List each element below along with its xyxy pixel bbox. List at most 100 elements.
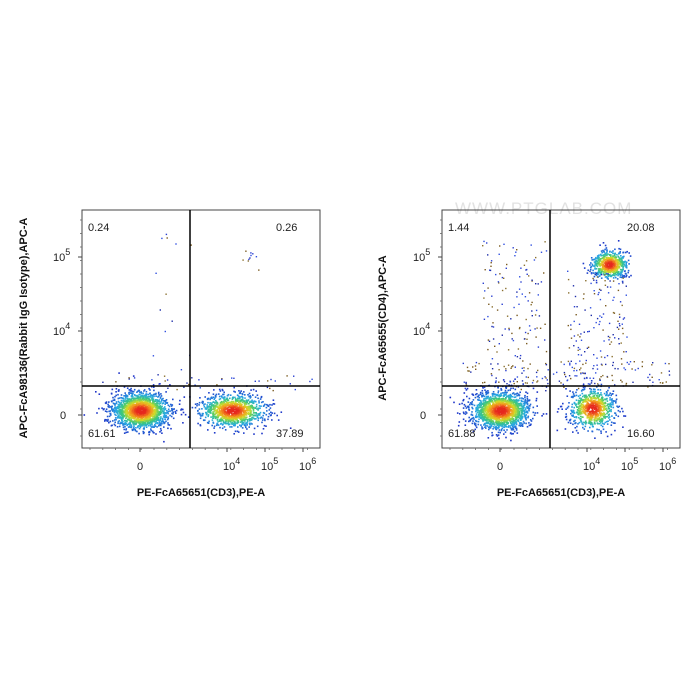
- event-dot-sparse: [128, 378, 130, 380]
- event-dot-cd3-positive: [238, 411, 241, 413]
- event-dot-cd3-negative: [494, 407, 496, 410]
- event-dot-cd3-negative: [149, 421, 152, 423]
- event-dot-cd3-positive: [221, 408, 223, 411]
- event-dot-cd3-negative: [495, 414, 498, 417]
- event-dot-cd3-positive: [202, 402, 204, 405]
- event-dot-cd3-negative: [125, 394, 128, 397]
- event-dot-cd3-cd4-: [590, 396, 593, 399]
- event-dot-cd3-negative: [154, 423, 156, 426]
- event-dot-cd3-negative: [102, 408, 105, 411]
- event-dot-cd3-negative: [117, 390, 120, 392]
- event-dot-cd3-negative: [125, 396, 127, 399]
- event-dot-cd3-cd4-: [602, 406, 604, 408]
- event-dot-cd3-positive: [268, 409, 271, 411]
- event-dot-cd3-negative: [154, 410, 157, 412]
- event-dot-cd3-negative: [504, 411, 507, 414]
- event-dot-cd3-negative: [144, 409, 146, 411]
- event-dot-cd3-negative: [153, 386, 155, 388]
- event-dot-cd3-negative: [497, 387, 499, 389]
- event-dot-cd3-negative: [496, 406, 498, 408]
- event-dot-cd3-negative: [136, 430, 138, 433]
- event-dot-cd3-positive: [224, 399, 226, 401]
- event-dot-cd3-cd4-: [605, 407, 607, 410]
- event-dot-cd3-positive: [241, 401, 244, 404]
- event-dot-cd3-negative: [480, 401, 482, 403]
- event-dot-cd3-negative: [488, 423, 491, 425]
- event-dot-cd3-negative: [523, 422, 525, 424]
- event-dot-cd3-negative: [154, 393, 157, 396]
- event-dot-cd3-negative: [162, 402, 164, 404]
- event-dot-cd3-positive: [236, 405, 238, 408]
- event-dot-cd3-negative: [476, 415, 479, 418]
- event-dot-cd3-positive: [218, 404, 220, 407]
- event-dot-cd3-negative: [135, 407, 138, 409]
- event-dot-cd3-negative: [149, 417, 152, 419]
- event-dot-cd3-negative: [507, 389, 510, 392]
- event-dot-cd3-positive: [265, 403, 268, 406]
- event-dot-cd3-positive: [236, 415, 239, 417]
- event-dot-cd3-negative: [483, 397, 485, 400]
- event-dot-cd3-negative: [485, 402, 488, 405]
- event-dot-cd3-positive: [226, 397, 228, 400]
- event-dot-cd3-negative: [499, 404, 502, 407]
- event-dot-cd3-negative: [498, 425, 500, 428]
- event-dot-cd3-negative: [151, 408, 153, 411]
- event-dot-cd3-negative: [498, 429, 501, 431]
- event-dot-cd3-positive: [261, 417, 264, 419]
- event-dot-cd3-positive: [220, 414, 222, 416]
- event-dot-cd3-negative: [530, 423, 532, 426]
- event-dot-cd3-negative: [117, 422, 119, 425]
- event-dot-cd3-negative: [483, 416, 485, 418]
- event-dot-cd3-negative: [125, 407, 127, 410]
- event-dot-cd3-positive: [234, 396, 236, 399]
- event-dot-cd3-cd4-: [607, 411, 609, 413]
- event-dot-cd3-positive: [231, 409, 233, 411]
- event-dot-cd3-positive: [229, 421, 232, 423]
- event-dot-cd3-negative: [116, 410, 119, 412]
- event-dot-cd3-negative: [495, 401, 498, 403]
- event-dot-cd3-positive: [273, 403, 276, 405]
- event-dot-cd3-positive: [225, 414, 228, 416]
- event-dot-cd3-negative: [111, 405, 113, 408]
- event-dot-cd3-positive: [231, 406, 234, 409]
- event-dot-cd3-negative: [490, 419, 493, 421]
- event-dot-cd3-negative: [156, 422, 158, 424]
- event-dot-cd3-negative: [155, 420, 157, 423]
- event-dot-cd3-negative: [132, 428, 135, 431]
- event-dot-cd3-positive: [199, 414, 201, 416]
- event-dot-cd3-negative: [171, 407, 173, 410]
- event-dot-cd3-positive: [222, 420, 225, 422]
- event-dot-cd3-negative: [508, 404, 511, 407]
- event-dot-cd3-positive: [238, 400, 240, 402]
- event-dot-cd3-negative: [120, 414, 122, 417]
- event-dot-cd3-positive: [249, 423, 251, 426]
- event-dot-cd3-positive: [212, 406, 215, 408]
- event-dot-cd3-positive: [246, 418, 249, 421]
- event-dot-cd3-negative: [136, 400, 138, 403]
- event-dot-cd3-negative: [494, 381, 497, 384]
- event-dot-cd3-negative: [509, 427, 512, 429]
- event-dot-cd3-negative: [108, 401, 110, 403]
- event-dot-cd3-positive: [220, 409, 223, 412]
- event-dot-cd3-negative: [158, 425, 160, 427]
- event-dot-cd3-negative: [465, 389, 468, 391]
- event-dot-cd3-negative: [499, 431, 501, 434]
- event-dot-cd3-negative: [487, 392, 489, 395]
- event-dot-cd3-negative: [505, 436, 507, 439]
- event-dot-cd3-positive: [242, 410, 244, 412]
- event-dot-cd3-negative: [156, 417, 159, 419]
- event-dot-cd3-positive: [213, 425, 216, 428]
- event-dot-cd3-negative: [144, 414, 147, 417]
- event-dot-cd3-negative: [145, 410, 148, 412]
- event-dot-cd3-negative: [155, 419, 158, 422]
- event-dot-cd3-positive: [250, 400, 252, 402]
- event-dot-cd3-positive: [248, 409, 251, 411]
- event-dot-cd3-positive: [243, 404, 246, 406]
- event-dot-cd3-negative: [523, 404, 526, 407]
- event-dot-cd3-positive: [216, 410, 218, 412]
- x-axis-ticks: 0 104 105 106: [89, 448, 316, 473]
- event-dot-cd3-negative: [159, 408, 162, 410]
- event-dot-cd3-negative: [138, 404, 140, 406]
- event-dot-cd3-negative: [133, 399, 136, 402]
- event-dot-cd3-negative: [464, 413, 467, 415]
